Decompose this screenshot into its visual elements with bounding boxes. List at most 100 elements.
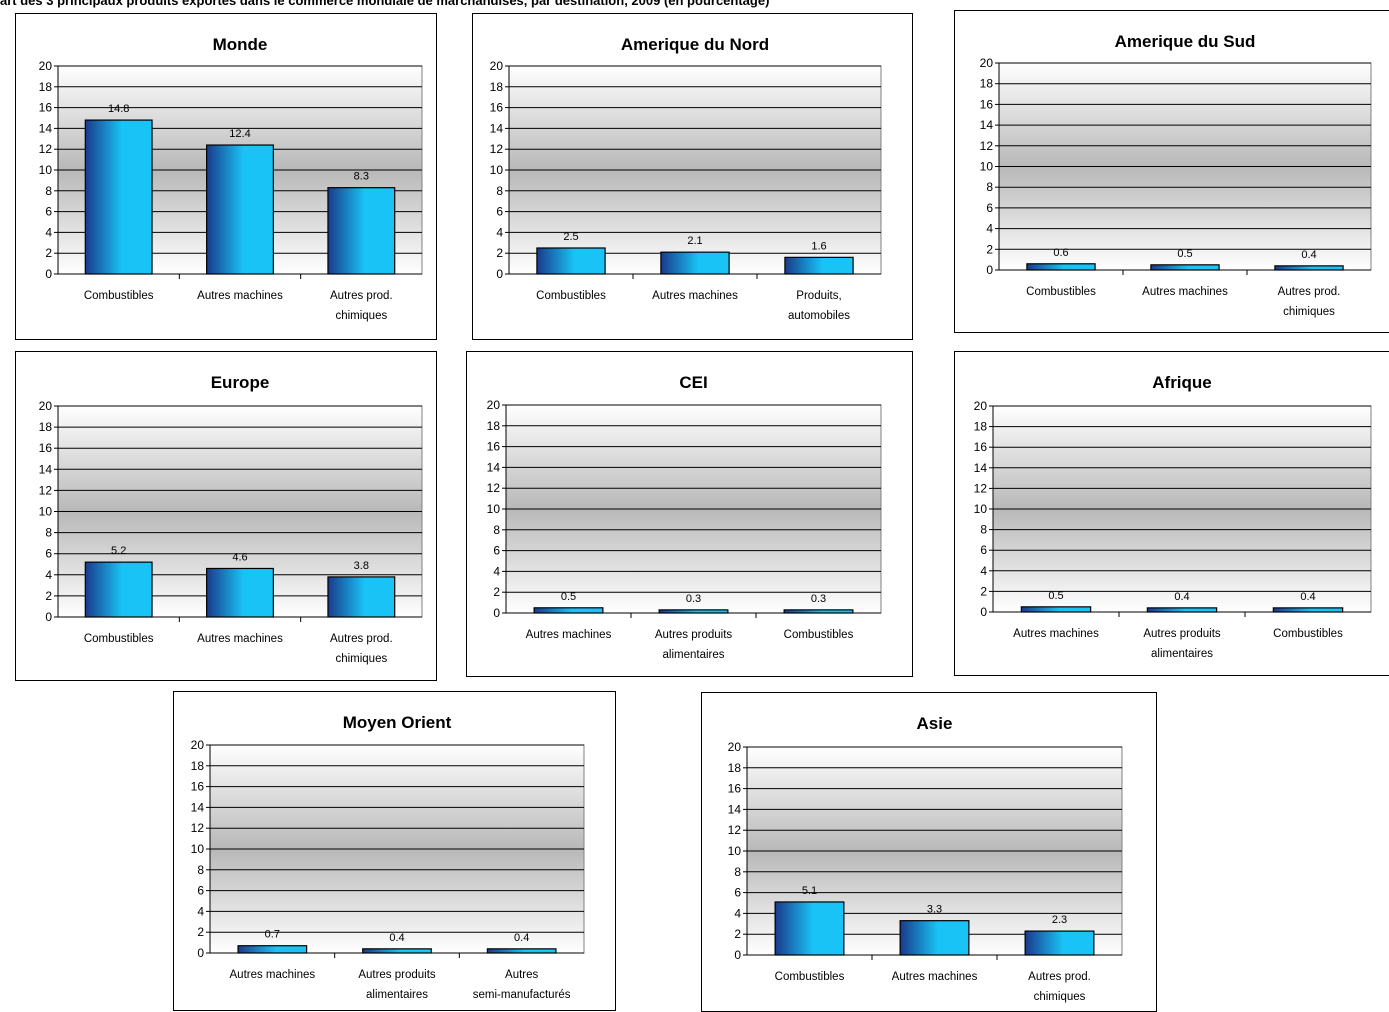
chart-title: Moyen Orient bbox=[343, 713, 452, 732]
y-tick-label: 6 bbox=[45, 547, 52, 561]
y-tick-label: 0 bbox=[734, 948, 741, 962]
y-tick-label: 20 bbox=[728, 740, 742, 754]
data-label: 0.7 bbox=[265, 929, 280, 941]
bar bbox=[1026, 263, 1096, 271]
category-label: Combustibles bbox=[84, 290, 154, 302]
chart-panel-asie: Asie 0 2 4 6 8 10 12 14 16 18 20 5.1 Combustibles 3.3 A… bbox=[701, 692, 1157, 1012]
y-tick-label: 10 bbox=[39, 505, 53, 519]
y-tick-label: 18 bbox=[487, 419, 501, 433]
y-tick-label: 6 bbox=[734, 886, 741, 900]
y-tick-label: 8 bbox=[493, 523, 500, 537]
bar bbox=[1024, 930, 1095, 956]
data-label: 2.5 bbox=[563, 231, 578, 243]
chart-title: Monde bbox=[213, 35, 268, 54]
bar bbox=[774, 901, 845, 956]
y-tick-label: 20 bbox=[39, 399, 53, 413]
y-tick-label: 6 bbox=[986, 201, 993, 215]
y-tick-label: 12 bbox=[39, 483, 53, 497]
y-tick-label: 18 bbox=[974, 420, 988, 434]
bar bbox=[1020, 606, 1092, 613]
y-tick-label: 6 bbox=[45, 205, 52, 219]
category-label: Autres prod. chimiques bbox=[1028, 971, 1091, 1003]
chart-svg: Asie 0 2 4 6 8 10 12 14 16 18 20 5.1 Combustibles 3.3 A… bbox=[728, 714, 1123, 1003]
y-tick-label: 4 bbox=[45, 568, 52, 582]
category-label: Autres produits alimentaires bbox=[1143, 628, 1221, 660]
y-tick-label: 18 bbox=[39, 80, 53, 94]
y-tick-label: 14 bbox=[39, 121, 53, 135]
bar bbox=[84, 561, 153, 618]
category-label: Combustibles bbox=[1273, 628, 1343, 640]
data-label: 0.6 bbox=[1053, 247, 1068, 259]
y-tick-label: 6 bbox=[980, 543, 987, 557]
bar bbox=[84, 119, 153, 275]
chart-svg: Amerique du Sud 0 2 4 6 8 10 12 14 16 18 20 0.6 Combu… bbox=[980, 32, 1372, 318]
data-label: 0.3 bbox=[811, 593, 826, 605]
y-tick-label: 0 bbox=[980, 605, 987, 619]
category-label: Autres machines bbox=[652, 290, 738, 302]
y-tick-label: 4 bbox=[493, 564, 500, 578]
y-tick-label: 18 bbox=[490, 80, 504, 94]
y-tick-label: 20 bbox=[980, 56, 994, 70]
y-tick-label: 14 bbox=[487, 460, 501, 474]
bar bbox=[1274, 265, 1344, 271]
data-label: 0.5 bbox=[561, 591, 576, 603]
data-label: 4.6 bbox=[232, 551, 247, 563]
y-tick-label: 18 bbox=[39, 420, 53, 434]
category-label: Autres prod. chimiques bbox=[330, 633, 393, 665]
page-title: art des 3 principaux produits exportés d… bbox=[0, 0, 770, 8]
category-label: Produits, automobiles bbox=[788, 290, 850, 322]
chart-panel-cei: CEI 0 2 4 6 8 10 12 14 16 18 20 0.5 Autres machines 0.… bbox=[466, 351, 913, 677]
y-tick-label: 2 bbox=[986, 242, 993, 256]
y-tick-label: 14 bbox=[39, 462, 53, 476]
y-tick-label: 18 bbox=[191, 759, 205, 773]
y-tick-label: 20 bbox=[490, 59, 504, 73]
chart-svg: Afrique 0 2 4 6 8 10 12 14 16 18 20 0.5 Autres machin… bbox=[974, 373, 1372, 660]
category-label: Autres machines bbox=[1013, 628, 1099, 640]
category-label: Combustibles bbox=[1026, 286, 1096, 298]
y-tick-label: 10 bbox=[191, 842, 205, 856]
y-tick-label: 8 bbox=[45, 526, 52, 540]
chart-svg: Monde 0 2 4 6 8 10 12 14 16 18 20 14.8 Combustibles 12… bbox=[39, 35, 423, 322]
y-tick-label: 20 bbox=[191, 738, 205, 752]
y-tick-label: 18 bbox=[980, 77, 994, 91]
bar bbox=[327, 187, 396, 275]
chart-title: Amerique du Nord bbox=[621, 35, 769, 54]
category-label: Autres machines bbox=[197, 633, 283, 645]
category-label: Autres machines bbox=[892, 971, 978, 983]
category-label: Autres produits alimentaires bbox=[358, 969, 436, 1001]
y-tick-label: 8 bbox=[197, 863, 204, 877]
y-tick-label: 2 bbox=[45, 589, 52, 603]
y-tick-label: 6 bbox=[496, 205, 503, 219]
data-label: 0.4 bbox=[389, 932, 404, 944]
y-tick-label: 20 bbox=[39, 59, 53, 73]
y-tick-label: 12 bbox=[191, 821, 205, 835]
y-tick-label: 6 bbox=[493, 544, 500, 558]
data-label: 0.5 bbox=[1177, 248, 1192, 260]
y-tick-label: 12 bbox=[487, 481, 501, 495]
y-tick-label: 2 bbox=[45, 246, 52, 260]
chart-svg: Amerique du Nord 0 2 4 6 8 10 12 14 16 18 20 2.5 Comb… bbox=[490, 35, 882, 322]
chart-svg: Moyen Orient 0 2 4 6 8 10 12 14 16 18 20 0.7 Autres m… bbox=[191, 713, 585, 1001]
y-tick-label: 0 bbox=[493, 606, 500, 620]
bar bbox=[536, 247, 606, 275]
y-tick-label: 4 bbox=[197, 904, 204, 918]
y-tick-label: 4 bbox=[496, 225, 503, 239]
data-label: 0.5 bbox=[1048, 590, 1063, 602]
y-tick-label: 6 bbox=[197, 884, 204, 898]
data-label: 0.4 bbox=[514, 932, 529, 944]
bar bbox=[1146, 607, 1218, 613]
category-label: Autres machines bbox=[1142, 286, 1228, 298]
y-tick-label: 12 bbox=[39, 142, 53, 156]
chart-panel-europe: Europe 0 2 4 6 8 10 12 14 16 18 20 5.2 Combustibles 4.… bbox=[15, 351, 437, 681]
y-tick-label: 8 bbox=[496, 184, 503, 198]
y-tick-label: 12 bbox=[728, 823, 742, 837]
y-tick-label: 16 bbox=[39, 441, 53, 455]
chart-panel-amerique-sud: Amerique du Sud 0 2 4 6 8 10 12 14 16 18 20 0.6 Combu… bbox=[954, 10, 1389, 333]
data-label: 1.6 bbox=[811, 240, 826, 252]
chart-title: Asie bbox=[917, 714, 953, 733]
data-label: 14.8 bbox=[108, 103, 129, 115]
y-tick-label: 8 bbox=[986, 180, 993, 194]
chart-title: Europe bbox=[211, 373, 270, 392]
y-tick-label: 10 bbox=[728, 844, 742, 858]
y-tick-label: 4 bbox=[45, 225, 52, 239]
